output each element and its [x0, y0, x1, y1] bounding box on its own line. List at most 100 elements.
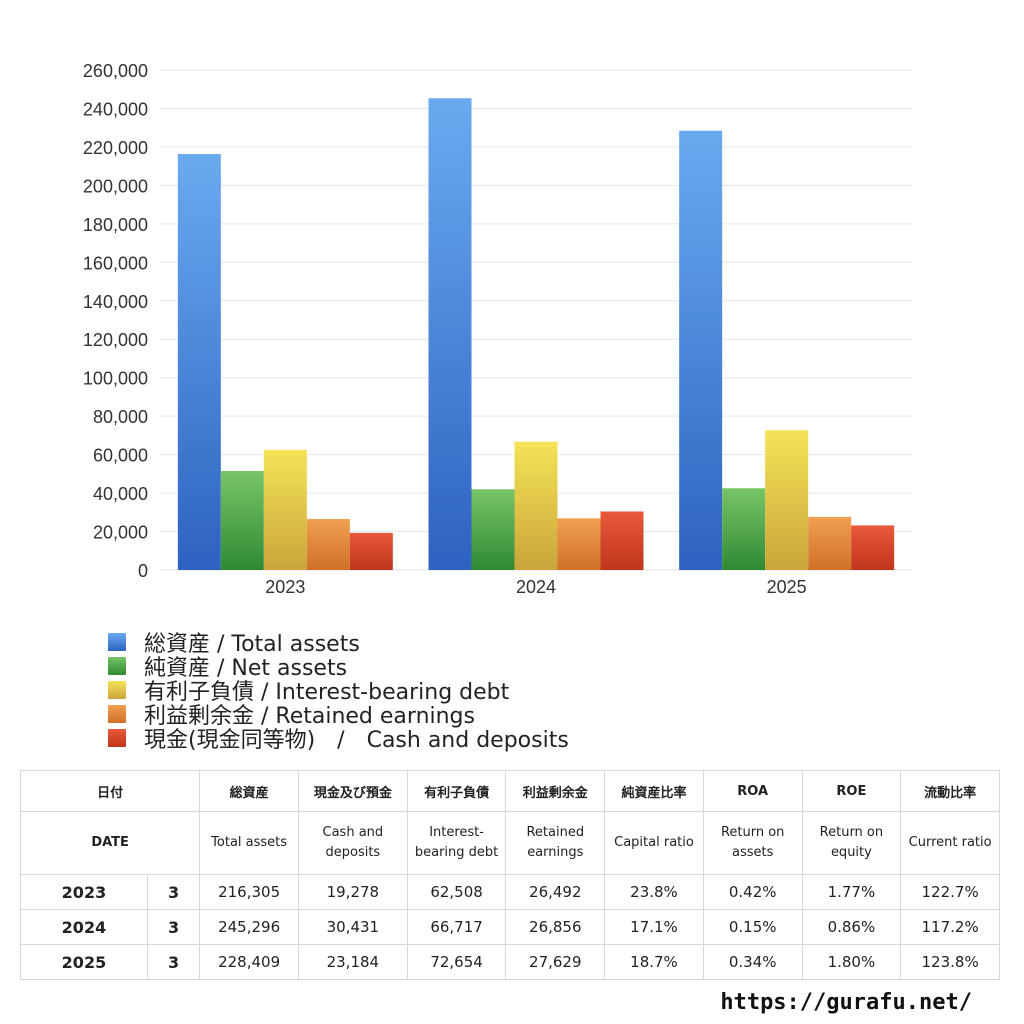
table-header-row-en: DATE Total assets Cash and deposits Inte…	[19, 811, 1000, 875]
bars	[177, 98, 895, 571]
cell-debt: 66,717	[406, 909, 507, 945]
legend-label: 純資産 / Net assets	[144, 656, 348, 681]
cell-year: 2024	[20, 909, 148, 945]
cell-current-ratio: 117.2%	[900, 909, 1000, 945]
cell-retained: 27,629	[505, 944, 606, 980]
y-tick-label: 120,000	[83, 330, 148, 350]
cell-roa: 0.42%	[702, 874, 803, 910]
y-tick-label: 80,000	[93, 407, 148, 427]
cell-capital-ratio: 18.7%	[604, 944, 704, 980]
y-tick-label: 20,000	[93, 523, 148, 543]
bar	[263, 449, 307, 570]
cell-roa: 0.15%	[702, 909, 803, 945]
bar	[428, 98, 472, 571]
bar	[722, 488, 766, 570]
header-cell: 総資産	[199, 770, 299, 812]
cell-debt: 72,654	[406, 944, 507, 980]
header-date-en: DATE	[19, 811, 201, 875]
cell-debt: 62,508	[406, 874, 507, 910]
legend-item-interest-bearing-debt: 有利子負債 / Interest-bearing debt	[108, 678, 569, 705]
bar	[851, 525, 895, 570]
header-cell: Return on equity	[801, 811, 902, 875]
bar	[349, 532, 393, 570]
cell-total-assets: 216,305	[199, 874, 299, 910]
bar	[557, 518, 601, 570]
header-cell: Retained earnings	[505, 811, 606, 875]
legend-swatch	[108, 681, 126, 699]
y-tick-label: 240,000	[83, 99, 148, 119]
cell-current-ratio: 123.8%	[900, 944, 1000, 980]
cell-month: 3	[146, 909, 201, 945]
legend-swatch	[108, 657, 126, 675]
legend-item-total-assets: 総資産 / Total assets	[108, 630, 569, 657]
table-header-row-jp: 日付 総資産 現金及び預金 有利子負債 利益剰余金 純資産比率 ROA ROE …	[19, 770, 1000, 812]
legend-label: 現金(現金同等物) / Cash and deposits	[144, 728, 569, 753]
cell-cash: 23,184	[297, 944, 408, 980]
cell-roe: 0.86%	[801, 909, 902, 945]
y-tick-label: 200,000	[83, 176, 148, 196]
cell-roa: 0.34%	[702, 944, 803, 980]
bar	[808, 516, 852, 570]
cell-roe: 1.77%	[801, 874, 902, 910]
x-axis-ticks: 2023 2024 2025	[265, 577, 806, 597]
header-cell: Total assets	[199, 811, 299, 875]
bar	[306, 519, 350, 570]
cell-year: 2023	[20, 874, 148, 910]
cell-retained: 26,856	[505, 909, 606, 945]
y-tick-label: 160,000	[83, 253, 148, 273]
y-tick-label: 140,000	[83, 292, 148, 312]
table-row: 2024 3 245,296 30,431 66,717 26,856 17.1…	[20, 909, 1000, 945]
financial-table: 日付 総資産 現金及び預金 有利子負債 利益剰余金 純資産比率 ROA ROE …	[19, 770, 1000, 980]
header-cell: Cash and deposits	[297, 811, 408, 875]
cell-capital-ratio: 17.1%	[604, 909, 704, 945]
x-tick-label: 2025	[767, 577, 807, 597]
legend-swatch	[108, 633, 126, 651]
cell-month: 3	[146, 944, 201, 980]
header-cell: ROA	[702, 770, 803, 812]
y-tick-label: 40,000	[93, 484, 148, 504]
bar	[220, 470, 264, 570]
cell-cash: 30,431	[297, 909, 408, 945]
y-axis-ticks: 0 20,000 40,000 60,000 80,000 100,000 120,000 1…	[83, 61, 148, 581]
y-tick-label: 0	[138, 561, 148, 581]
y-tick-label: 220,000	[83, 138, 148, 158]
cell-capital-ratio: 23.8%	[604, 874, 704, 910]
header-cell: 利益剰余金	[505, 770, 606, 812]
header-cell: 有利子負債	[406, 770, 507, 812]
cell-total-assets: 245,296	[199, 909, 299, 945]
bar	[679, 130, 723, 570]
legend-item-net-assets: 純資産 / Net assets	[108, 654, 569, 681]
header-cell: 現金及び預金	[297, 770, 408, 812]
y-tick-label: 100,000	[83, 369, 148, 389]
legend-label: 総資産 / Total assets	[144, 632, 360, 657]
legend-label: 利益剰余金 / Retained earnings	[144, 704, 475, 729]
cell-retained: 26,492	[505, 874, 606, 910]
bar-chart: 0 20,000 40,000 60,000 80,000 100,000 120,000 1…	[83, 61, 912, 597]
bar	[514, 441, 558, 570]
legend-item-cash: 現金(現金同等物) / Cash and deposits	[108, 726, 569, 753]
header-cell: 流動比率	[900, 770, 1000, 812]
header-cell: Current ratio	[900, 811, 1000, 875]
cell-current-ratio: 122.7%	[900, 874, 1000, 910]
gridlines	[160, 69, 912, 571]
header-cell: ROE	[801, 770, 902, 812]
cell-cash: 19,278	[297, 874, 408, 910]
y-tick-label: 180,000	[83, 215, 148, 235]
legend-label: 有利子負債 / Interest-bearing debt	[144, 680, 510, 705]
bar	[177, 154, 221, 570]
header-cell: 純資産比率	[604, 770, 704, 812]
chart-legend: 総資産 / Total assets 純資産 / Net assets 有利子負…	[108, 630, 569, 753]
header-cell: Capital ratio	[604, 811, 704, 875]
legend-swatch	[108, 729, 126, 747]
bar	[471, 489, 515, 570]
y-tick-label: 260,000	[83, 61, 148, 81]
header-cell: Return on assets	[702, 811, 803, 875]
legend-swatch	[108, 705, 126, 723]
cell-month: 3	[146, 874, 201, 910]
table-row: 2023 3 216,305 19,278 62,508 26,492 23.8…	[20, 874, 1000, 910]
x-tick-label: 2024	[516, 577, 556, 597]
legend-item-retained-earnings: 利益剰余金 / Retained earnings	[108, 702, 569, 729]
site-url: https://gurafu.net/	[720, 990, 972, 1015]
cell-year: 2025	[20, 944, 148, 980]
table-row: 2025 3 228,409 23,184 72,654 27,629 18.7…	[20, 944, 1000, 980]
